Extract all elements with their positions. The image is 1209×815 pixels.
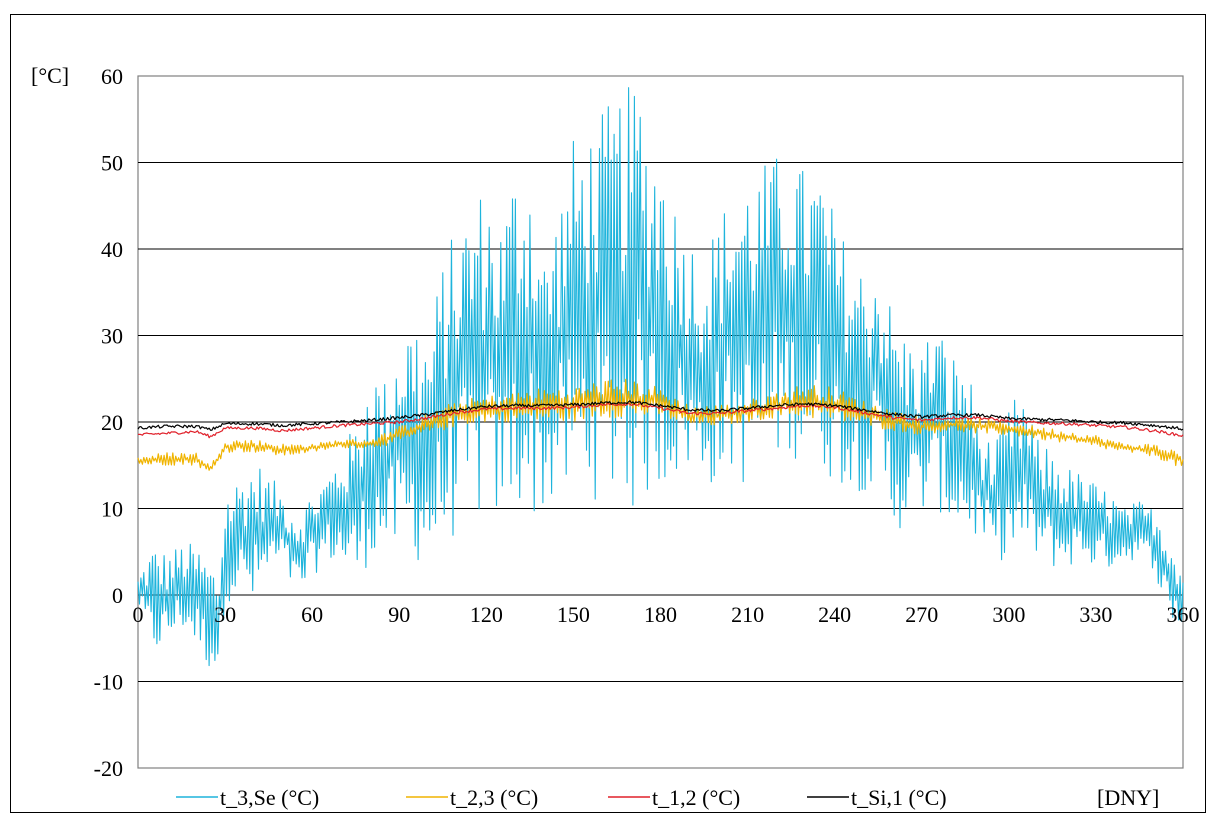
series-line-3 (138, 402, 1184, 439)
x-tick-label: 180 (644, 602, 677, 627)
series-line-2 (137, 378, 1184, 471)
x-tick-label: 240 (818, 602, 851, 627)
legend-label: t_3,Se (°C) (220, 785, 319, 810)
x-tick-label: 330 (1079, 602, 1112, 627)
x-tick-label: 60 (301, 602, 323, 627)
x-tick-label: 150 (557, 602, 590, 627)
x-tick-label: 210 (731, 602, 764, 627)
y-tick-label: 50 (101, 151, 123, 176)
series-layer (137, 87, 1184, 667)
y-tick-label: 60 (101, 64, 123, 89)
line-chart: -20 -10 0 10 20 30 40 50 60 0 30 60 90 120 150 180 210 2… (31, 63, 1200, 810)
y-axis-unit-label: [°C] (31, 63, 69, 88)
y-tick-label: -20 (94, 756, 123, 781)
x-tick-labels: 0 30 60 90 120 150 180 210 240 270 300 330 360 (133, 602, 1200, 627)
y-tick-label: 40 (101, 237, 123, 262)
legend-label: t_2,3 (°C) (450, 785, 538, 810)
x-tick-label: 120 (470, 602, 503, 627)
x-tick-label: 270 (905, 602, 938, 627)
series-line-4 (137, 400, 1184, 431)
x-tick-label: 300 (992, 602, 1025, 627)
y-tick-label: 0 (112, 583, 123, 608)
x-tick-label: 30 (214, 602, 236, 627)
legend: t_3,Se (°C) t_2,3 (°C) t_1,2 (°C) t_Si,1 (°… (176, 785, 947, 810)
y-tick-label: 30 (101, 324, 123, 349)
legend-label: t_1,2 (°C) (652, 785, 740, 810)
series-line-1 (137, 87, 1184, 667)
x-tick-label: 0 (133, 602, 144, 627)
chart-frame: -20 -10 0 10 20 30 40 50 60 0 30 60 90 120 150 180 210 2… (10, 14, 1206, 813)
x-tick-label: 360 (1167, 602, 1200, 627)
y-tick-label: -10 (94, 670, 123, 695)
legend-label: t_Si,1 (°C) (851, 785, 947, 810)
y-tick-label: 10 (101, 497, 123, 522)
x-axis-unit-label: [DNY] (1097, 785, 1159, 810)
x-tick-label: 90 (388, 602, 410, 627)
y-tick-labels: -20 -10 0 10 20 30 40 50 60 (94, 64, 123, 781)
y-tick-label: 20 (101, 410, 123, 435)
